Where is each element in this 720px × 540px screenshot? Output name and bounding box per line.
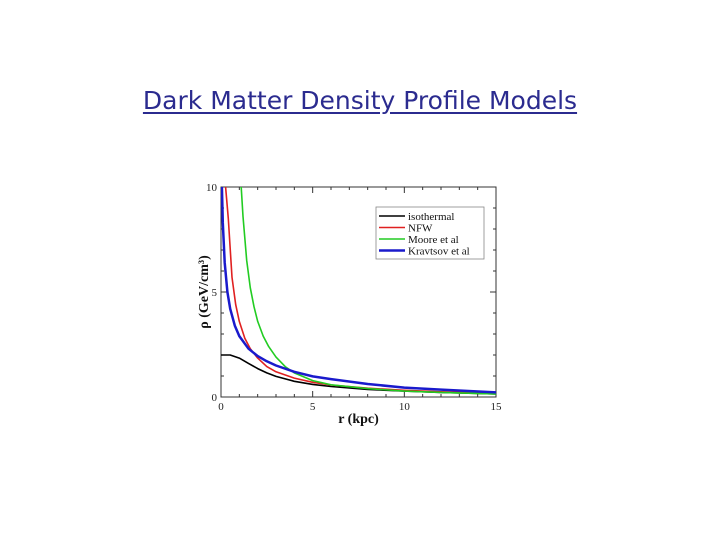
slide-title: Dark Matter Density Profile Models xyxy=(142,86,578,115)
legend-label: Moore et al xyxy=(408,234,459,246)
x-tick-label: 10 xyxy=(399,401,411,413)
series-line-moore-et-al xyxy=(240,187,496,395)
x-tick-label: 0 xyxy=(218,401,224,413)
legend-label: Kravtsov et al xyxy=(408,246,470,258)
x-tick-label: 15 xyxy=(491,401,503,413)
y-tick-label: 5 xyxy=(212,287,218,299)
x-axis-title: r (kpc) xyxy=(338,412,379,427)
x-tick-label: 5 xyxy=(310,401,316,413)
legend-label: isothermal xyxy=(408,211,454,223)
series-line-kravtsov-et-al xyxy=(221,187,496,394)
legend-label: NFW xyxy=(408,223,433,235)
y-tick-label: 10 xyxy=(206,182,218,194)
y-tick-label: 0 xyxy=(212,392,218,404)
y-axis-title: ρ (GeV/cm³) xyxy=(197,255,212,329)
